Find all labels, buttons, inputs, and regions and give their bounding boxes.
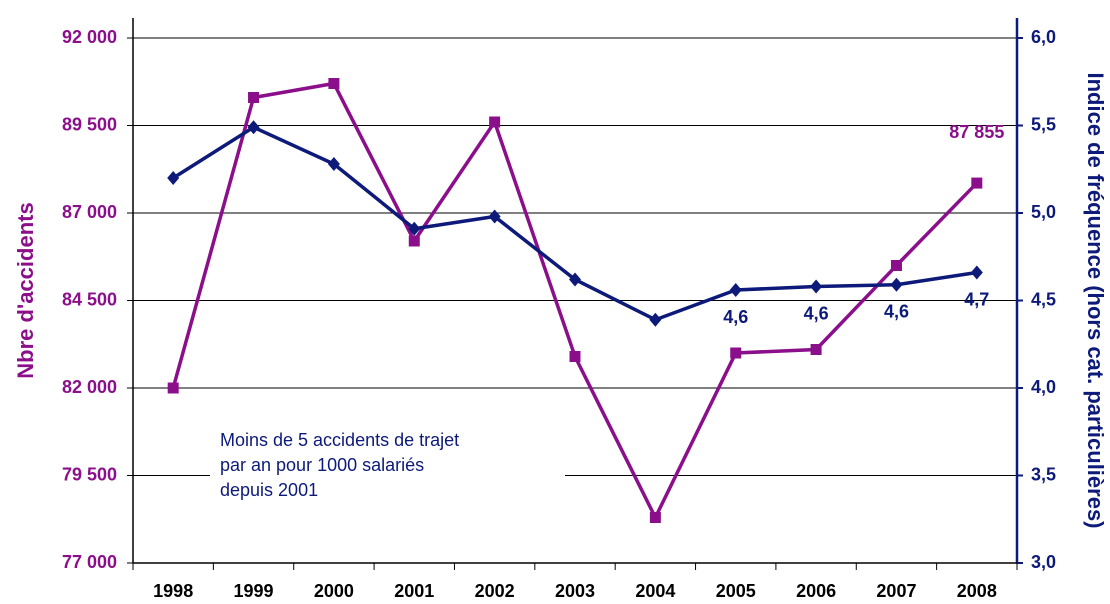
point-marker bbox=[729, 283, 742, 297]
data-label: 4,6 bbox=[723, 307, 748, 327]
point-marker bbox=[488, 209, 501, 224]
point-marker bbox=[890, 260, 902, 271]
point-marker bbox=[810, 279, 823, 294]
annotation: par an pour 1000 salariés bbox=[220, 455, 424, 475]
point-marker bbox=[248, 92, 260, 103]
y-tick-label: 87 000 bbox=[62, 202, 117, 222]
y-tick-label: 77 000 bbox=[62, 552, 117, 572]
point-marker bbox=[327, 157, 340, 171]
data-label: 4,6 bbox=[804, 303, 829, 323]
y2-tick-label: 4,0 bbox=[1031, 377, 1056, 397]
point-marker bbox=[810, 344, 822, 355]
y2-tick-label: 5,0 bbox=[1031, 202, 1056, 222]
y-axis-title: Nbre d'accidents bbox=[13, 202, 38, 378]
point-marker bbox=[569, 272, 581, 287]
point-marker bbox=[971, 177, 983, 189]
y-tick-label: 79 500 bbox=[62, 464, 117, 484]
point-marker bbox=[167, 171, 180, 185]
annotation-box bbox=[210, 420, 565, 502]
x-tick-label: 2005 bbox=[716, 581, 756, 601]
point-marker bbox=[167, 382, 179, 394]
y2-axis-title: Indice de fréquence (hors cat. particuli… bbox=[1083, 72, 1108, 528]
annotation: Moins de 5 accidents de trajet bbox=[220, 430, 459, 450]
point-marker bbox=[649, 312, 662, 327]
y2-tick-label: 4,5 bbox=[1031, 289, 1056, 309]
point-marker bbox=[489, 116, 501, 128]
data-label: 4,6 bbox=[884, 302, 909, 322]
y2-tick-label: 6,0 bbox=[1031, 27, 1056, 47]
point-marker bbox=[649, 512, 661, 523]
x-tick-label: 2008 bbox=[957, 581, 997, 601]
x-tick-label: 1998 bbox=[153, 581, 193, 601]
x-tick-label: 2000 bbox=[314, 581, 354, 601]
x-tick-label: 2003 bbox=[555, 581, 595, 601]
point-marker bbox=[247, 120, 260, 135]
data-label: 87 855 bbox=[949, 122, 1004, 142]
point-marker bbox=[970, 265, 983, 280]
annotation: depuis 2001 bbox=[220, 480, 318, 500]
y2-tick-label: 3,0 bbox=[1031, 552, 1056, 572]
y-tick-label: 89 500 bbox=[62, 114, 117, 134]
point-marker bbox=[408, 221, 421, 236]
x-tick-label: 2004 bbox=[635, 581, 675, 601]
y2-tick-label: 3,5 bbox=[1031, 464, 1056, 484]
data-label: 4,7 bbox=[964, 289, 989, 309]
point-marker bbox=[408, 235, 420, 247]
y-tick-label: 84 500 bbox=[62, 289, 117, 309]
x-tick-label: 1999 bbox=[234, 581, 274, 601]
point-marker bbox=[328, 78, 340, 89]
y2-tick-label: 5,5 bbox=[1031, 114, 1056, 134]
point-marker bbox=[730, 347, 742, 359]
x-tick-label: 2006 bbox=[796, 581, 836, 601]
x-tick-label: 2001 bbox=[394, 581, 434, 601]
point-marker bbox=[569, 351, 581, 362]
y-tick-label: 82 000 bbox=[62, 377, 117, 397]
series-line bbox=[172, 125, 978, 322]
x-tick-label: 2002 bbox=[475, 581, 515, 601]
point-marker bbox=[890, 277, 903, 292]
y-tick-label: 92 000 bbox=[62, 27, 117, 47]
x-tick-label: 2007 bbox=[876, 581, 916, 601]
